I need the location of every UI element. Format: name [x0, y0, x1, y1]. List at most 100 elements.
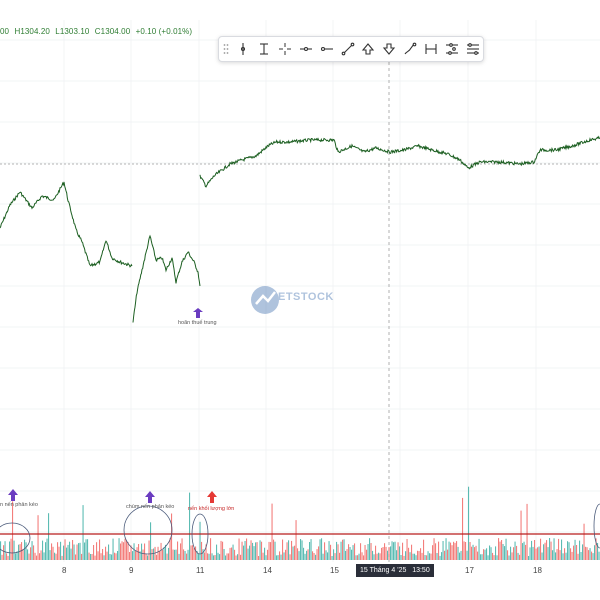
volume-bar [483, 549, 485, 560]
volume-bar [330, 544, 332, 560]
volume-bar [282, 539, 284, 560]
brush-icon[interactable] [400, 37, 421, 61]
volume-bar [382, 547, 384, 560]
arrow-down-marker-icon[interactable] [379, 37, 400, 61]
horizontal-ray-icon[interactable] [254, 37, 275, 61]
volume-bar [459, 552, 461, 560]
volume-bar [529, 547, 531, 560]
volume-bar [519, 554, 521, 560]
volume-bar [474, 547, 476, 560]
volume-bar [112, 538, 114, 560]
volume-bar [243, 545, 245, 560]
vertical-line-icon[interactable] [233, 37, 254, 61]
volume-bar [58, 546, 60, 560]
trend-line-icon[interactable] [337, 37, 358, 61]
volume-bar [40, 550, 42, 560]
arrow-up-marker [145, 491, 155, 503]
volume-bar [30, 547, 32, 560]
volume-bar [105, 546, 107, 560]
volume-bar [181, 538, 183, 560]
volume-bar [481, 554, 483, 560]
volume-bar [573, 545, 575, 560]
date-range-icon[interactable] [441, 37, 462, 61]
volume-bar [375, 545, 377, 560]
price-range-icon[interactable] [420, 37, 441, 61]
volume-bar [469, 542, 471, 560]
volume-bar [505, 538, 507, 560]
volume-bar [28, 553, 30, 560]
volume-bar [355, 555, 357, 560]
grid-lines [0, 20, 600, 562]
volume-bar [477, 551, 479, 560]
arrow-up-marker [207, 491, 217, 503]
volume-bar [328, 541, 330, 560]
volume-bar [441, 552, 443, 560]
volume-bar [294, 545, 296, 560]
volume-bar [66, 547, 68, 560]
volume-bar [538, 546, 540, 560]
x-axis-label: 15 [330, 566, 339, 575]
annotation-nen-khoi-luong-lon: nến khối lượng lớn [188, 506, 235, 512]
volume-bar [522, 543, 524, 560]
volume-bar [97, 551, 99, 560]
volume-bar [499, 541, 501, 560]
volume-bar [442, 541, 444, 560]
volume-bar [133, 543, 135, 560]
volume-bar [504, 546, 506, 560]
volume-bar [367, 544, 369, 560]
annotation-nen-phan-keo: n nến phản kéo [0, 502, 38, 508]
volume-bar [202, 549, 204, 560]
volume-bar [457, 546, 459, 560]
volume-bar [247, 548, 249, 560]
date-price-range-icon[interactable] [462, 37, 483, 61]
volume-bar [480, 554, 482, 560]
volume-bar [213, 555, 215, 560]
volume-bar [129, 552, 131, 560]
arrow-up-marker-icon[interactable] [358, 37, 379, 61]
volume-bar [304, 553, 306, 560]
horizontal-line-icon[interactable] [295, 37, 316, 61]
volume-bar [273, 539, 275, 560]
drag-handle-icon[interactable] [219, 37, 233, 61]
volume-bar [394, 541, 396, 560]
volume-bar [517, 552, 519, 560]
volume-bar [244, 541, 246, 560]
volume-bar [385, 546, 387, 560]
volume-bar [361, 552, 363, 560]
volume-bar [349, 547, 351, 560]
horizontal-segment-icon[interactable] [316, 37, 337, 61]
volume-bar [120, 543, 122, 560]
volume-bar [270, 542, 272, 560]
crosshair-icon[interactable] [275, 37, 296, 61]
arrow-markers [8, 308, 217, 503]
volume-bar [514, 541, 516, 560]
volume-bar [261, 541, 263, 560]
volume-bar [291, 540, 293, 560]
volume-bar [409, 552, 411, 560]
volume-bar [267, 549, 269, 560]
watermark-text: ETSTOCK [278, 291, 334, 303]
volume-bar [436, 553, 438, 560]
volume-bar [87, 539, 89, 560]
volume-bar [256, 542, 258, 560]
ohlc-legend: 00 H1304.20 L1303.10 C1304.00 +0.10 (+0.… [0, 27, 195, 36]
volume-bar [592, 553, 594, 560]
volume-bar [165, 544, 167, 560]
open-value: 00 [0, 27, 10, 36]
volume-bar [139, 551, 141, 560]
volume-bar [241, 541, 243, 560]
volume-bar [496, 555, 498, 560]
annotation-shapes [0, 503, 600, 555]
volume-bar [340, 541, 342, 560]
volume-bar [324, 542, 326, 560]
volume-bar [379, 553, 381, 560]
volume-bar [102, 549, 104, 560]
volume-bar [108, 544, 110, 560]
volume-bar [183, 549, 185, 560]
arrow-up-marker [8, 489, 18, 501]
volume-bar [276, 555, 278, 560]
volume-bar [210, 538, 212, 560]
volume-bar [100, 553, 102, 560]
volume-bar [556, 549, 558, 560]
